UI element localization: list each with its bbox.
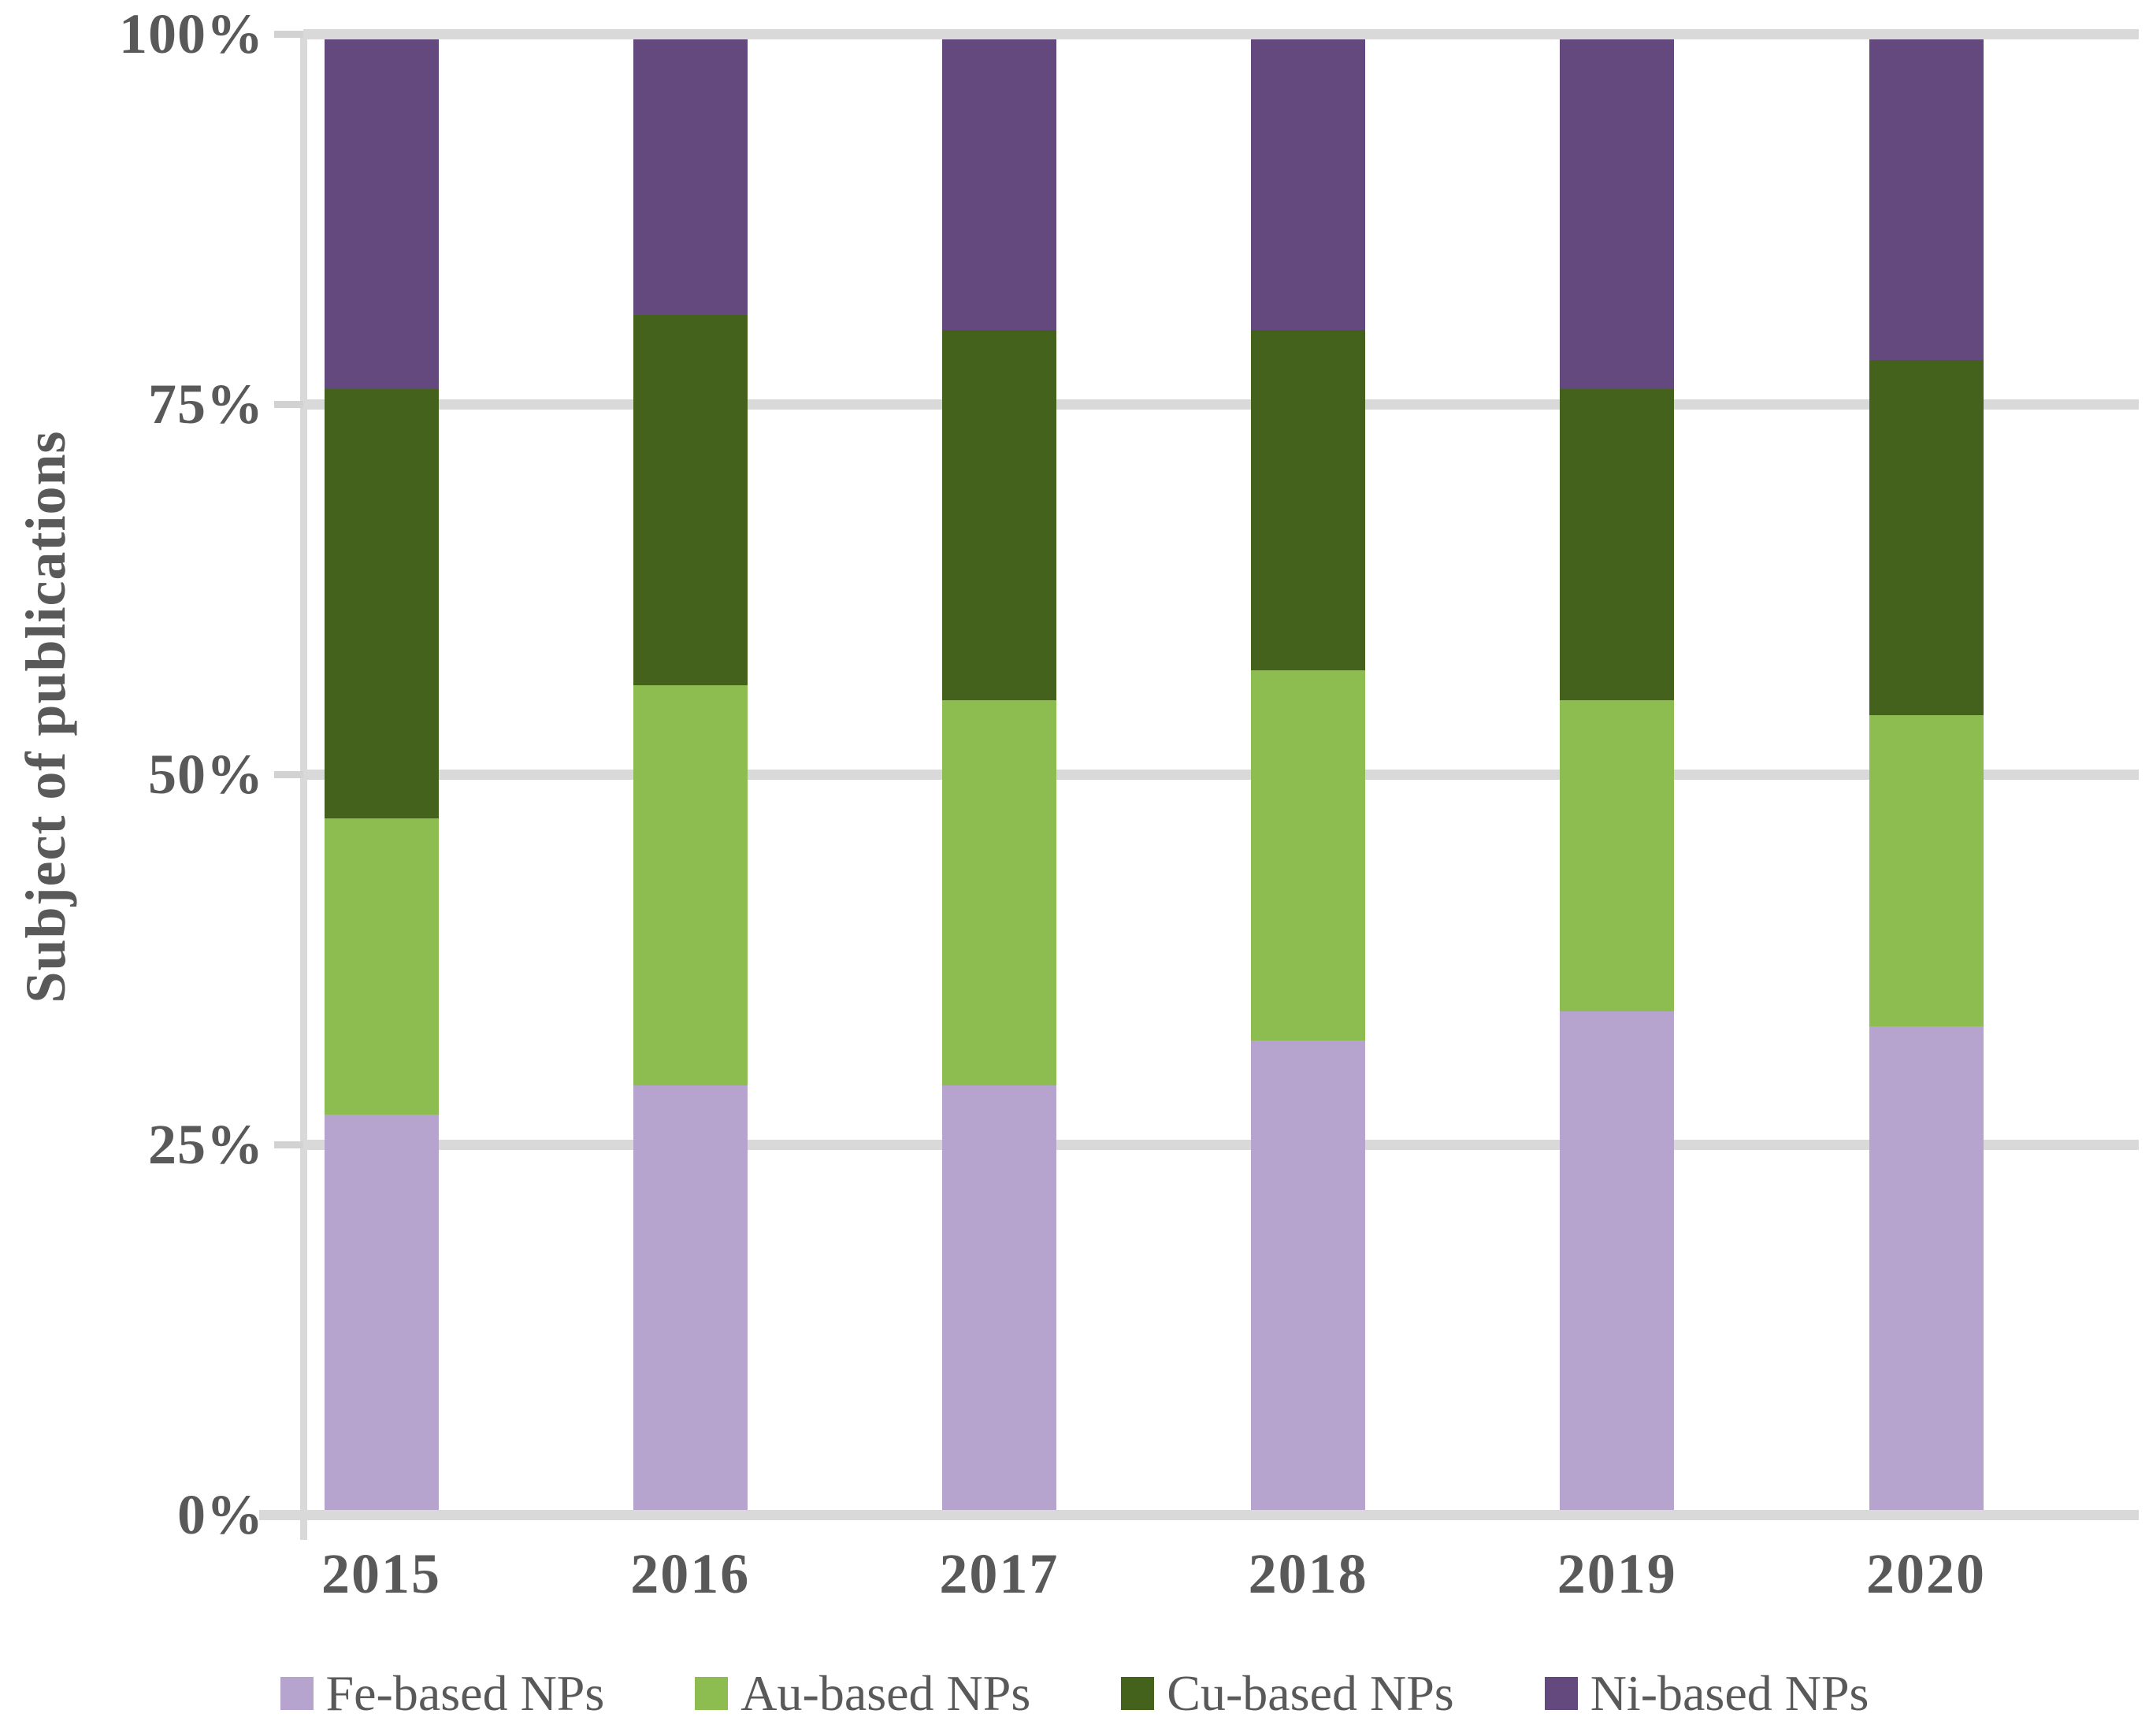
gridline-50	[303, 769, 2139, 780]
ytick-mark-50	[274, 770, 303, 778]
y-axis-line	[300, 32, 307, 1540]
bar-2015	[324, 34, 439, 1515]
segment-2017-au	[941, 700, 1056, 1085]
ytick-mark-100	[274, 30, 303, 38]
ytick-label-0: 0%	[177, 1483, 264, 1546]
legend-swatch-ni	[1544, 1677, 1578, 1710]
segment-2017-ni	[941, 34, 1056, 330]
segment-2015-ni	[324, 34, 439, 390]
segment-2015-au	[324, 818, 439, 1115]
segment-2016-ni	[633, 34, 748, 316]
segment-2017-cu	[941, 330, 1056, 700]
ytick-label-100: 100%	[119, 2, 264, 65]
segment-2017-fe	[941, 1085, 1056, 1515]
bar-2016	[633, 34, 748, 1515]
segment-2019-cu	[1560, 389, 1675, 700]
xtick-label-2016: 2016	[630, 1542, 751, 1605]
segment-2016-au	[633, 685, 748, 1085]
gridline-25	[303, 1139, 2139, 1150]
y-axis-title: Subject of publications	[14, 430, 77, 1003]
bar-2018	[1251, 34, 1366, 1515]
segment-2018-ni	[1251, 34, 1366, 330]
ytick-label-75: 75%	[148, 373, 264, 436]
legend-item-cu: Cu-based NPs	[1121, 1664, 1454, 1723]
ytick-label-25: 25%	[148, 1113, 264, 1176]
xtick-label-2015: 2015	[321, 1542, 441, 1605]
segment-2019-au	[1560, 700, 1675, 1011]
bar-2019	[1560, 34, 1675, 1515]
legend-label-fe: Fe-based NPs	[325, 1665, 605, 1721]
legend-swatch-au	[695, 1677, 729, 1710]
ytick-mark-25	[274, 1141, 303, 1148]
legend-label-au: Au-based NPs	[740, 1665, 1031, 1721]
ytick-mark-75	[274, 400, 303, 408]
legend-swatch-cu	[1121, 1677, 1155, 1710]
segment-2016-fe	[633, 1085, 748, 1515]
segment-2018-cu	[1251, 330, 1366, 671]
segment-2019-ni	[1560, 34, 1675, 390]
legend-label-cu: Cu-based NPs	[1167, 1665, 1454, 1721]
xtick-label-2019: 2019	[1557, 1542, 1677, 1605]
segment-2016-cu	[633, 315, 748, 686]
legend: Fe-based NPs Au-based NPs Cu-based NPs Ni-b…	[0, 1654, 2149, 1733]
legend-item-ni: Ni-based NPs	[1544, 1664, 1869, 1723]
gridline-0	[259, 1509, 2139, 1520]
segment-2020-fe	[1869, 1026, 1984, 1515]
segment-2020-au	[1869, 714, 1984, 1026]
legend-label-ni: Ni-based NPs	[1590, 1665, 1869, 1721]
xtick-label-2020: 2020	[1866, 1542, 1986, 1605]
gridline-75	[303, 399, 2139, 410]
legend-item-au: Au-based NPs	[695, 1664, 1030, 1723]
bar-2020	[1869, 34, 1984, 1515]
segment-2018-fe	[1251, 1040, 1366, 1515]
xtick-label-2017: 2017	[939, 1542, 1060, 1605]
legend-item-fe: Fe-based NPs	[280, 1664, 605, 1723]
bar-2017	[941, 34, 1056, 1515]
segment-2015-cu	[324, 389, 439, 819]
segment-2018-au	[1251, 670, 1366, 1041]
segment-2019-fe	[1560, 1011, 1675, 1515]
plot-area: 0% 25% 50% 75% 100%	[119, 2, 2139, 1546]
segment-2015-fe	[324, 1115, 439, 1515]
ytick-label-50: 50%	[148, 743, 264, 806]
segment-2020-ni	[1869, 34, 1984, 360]
xtick-label-2018: 2018	[1248, 1542, 1368, 1605]
segment-2020-cu	[1869, 359, 1984, 715]
legend-swatch-fe	[280, 1677, 314, 1710]
gridline-100	[303, 28, 2139, 39]
